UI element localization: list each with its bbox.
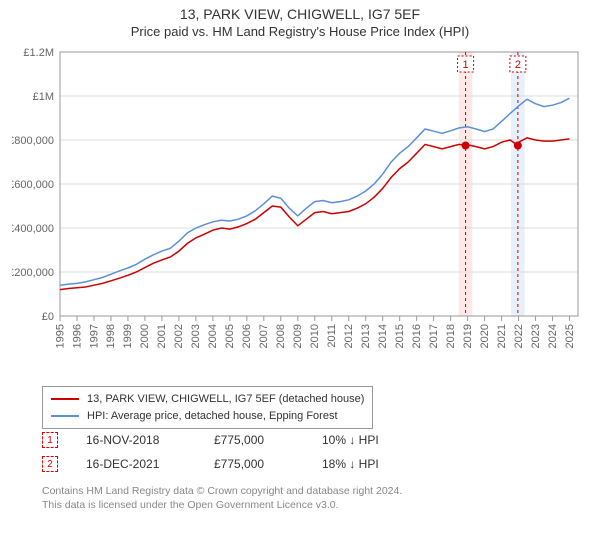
x-tick-label: 2010 bbox=[309, 324, 321, 348]
x-tick-label: 2025 bbox=[564, 324, 576, 348]
legend-row: HPI: Average price, detached house, Eppi… bbox=[51, 408, 364, 425]
tx-marker: 1 bbox=[42, 432, 58, 448]
y-tick-label: £800,000 bbox=[12, 135, 54, 147]
y-tick-label: £400,000 bbox=[12, 223, 54, 235]
x-tick-label: 2004 bbox=[207, 324, 219, 348]
x-tick-label: 2020 bbox=[479, 324, 491, 348]
footer-attribution: Contains HM Land Registry data © Crown c… bbox=[42, 484, 402, 512]
x-tick-label: 1998 bbox=[105, 324, 117, 348]
x-tick-label: 1995 bbox=[54, 324, 66, 348]
x-tick-label: 2018 bbox=[445, 324, 457, 348]
x-tick-label: 2016 bbox=[411, 324, 423, 348]
x-tick-label: 2024 bbox=[547, 324, 559, 348]
tx-label-num: 2 bbox=[515, 59, 521, 71]
x-tick-label: 2021 bbox=[496, 324, 508, 348]
y-tick-label: £1M bbox=[33, 91, 54, 103]
x-tick-label: 2006 bbox=[241, 324, 253, 348]
x-tick-label: 1996 bbox=[71, 324, 83, 348]
x-tick-label: 1999 bbox=[122, 324, 134, 348]
series-hpi bbox=[60, 98, 570, 285]
x-tick-label: 2011 bbox=[326, 324, 338, 348]
footer-line-1: Contains HM Land Registry data © Crown c… bbox=[42, 484, 402, 498]
legend-label: HPI: Average price, detached house, Eppi… bbox=[87, 408, 338, 425]
y-tick-label: £200,000 bbox=[12, 267, 54, 279]
y-tick-label: £600,000 bbox=[12, 179, 54, 191]
legend-swatch bbox=[51, 415, 79, 417]
title-address: 13, PARK VIEW, CHIGWELL, IG7 5EF bbox=[0, 6, 600, 22]
x-tick-label: 2009 bbox=[292, 324, 304, 348]
y-tick-label: £1.2M bbox=[23, 47, 54, 59]
x-tick-label: 1997 bbox=[88, 324, 100, 348]
page-root: 13, PARK VIEW, CHIGWELL, IG7 5EF Price p… bbox=[0, 0, 600, 560]
tx-price: £775,000 bbox=[214, 457, 294, 471]
tx-price: £775,000 bbox=[214, 433, 294, 447]
x-tick-label: 2000 bbox=[139, 324, 151, 348]
tx-label-num: 1 bbox=[463, 59, 469, 71]
y-tick-label: £0 bbox=[42, 311, 54, 323]
footer-line-2: This data is licensed under the Open Gov… bbox=[42, 498, 402, 512]
x-tick-label: 2005 bbox=[224, 324, 236, 348]
x-tick-label: 2013 bbox=[360, 324, 372, 348]
tx-dot bbox=[462, 142, 470, 150]
tx-date: 16-NOV-2018 bbox=[86, 433, 186, 447]
x-tick-label: 2019 bbox=[462, 324, 474, 348]
legend-row: 13, PARK VIEW, CHIGWELL, IG7 5EF (detach… bbox=[51, 391, 364, 408]
tx-dot bbox=[514, 142, 522, 150]
legend-label: 13, PARK VIEW, CHIGWELL, IG7 5EF (detach… bbox=[87, 391, 364, 408]
transaction-table: 1 16-NOV-2018 £775,000 10% ↓ HPI 2 16-DEC-202… bbox=[42, 432, 412, 480]
x-tick-label: 2007 bbox=[258, 324, 270, 348]
x-tick-label: 2002 bbox=[173, 324, 185, 348]
title-subtitle: Price paid vs. HM Land Registry's House … bbox=[0, 24, 600, 39]
x-tick-label: 2015 bbox=[394, 324, 406, 348]
x-tick-label: 2022 bbox=[513, 324, 525, 348]
tx-marker: 2 bbox=[42, 456, 58, 472]
x-tick-label: 2008 bbox=[275, 324, 287, 348]
x-tick-label: 2001 bbox=[156, 324, 168, 348]
x-tick-label: 2012 bbox=[343, 324, 355, 348]
chart-svg: £0 £200,000 £400,000 £600,000 £800,000 £1M £1.… bbox=[12, 46, 588, 376]
legend-swatch bbox=[51, 398, 79, 400]
legend: 13, PARK VIEW, CHIGWELL, IG7 5EF (detach… bbox=[42, 386, 373, 429]
tx-delta: 10% ↓ HPI bbox=[322, 433, 412, 447]
x-tick-label: 2023 bbox=[530, 324, 542, 348]
chart: £0 £200,000 £400,000 £600,000 £800,000 £1M £1.… bbox=[12, 46, 588, 376]
series-property bbox=[60, 138, 570, 290]
tx-date: 16-DEC-2021 bbox=[86, 457, 186, 471]
x-tick-label: 2003 bbox=[190, 324, 202, 348]
tx-row: 1 16-NOV-2018 £775,000 10% ↓ HPI bbox=[42, 432, 412, 448]
title-block: 13, PARK VIEW, CHIGWELL, IG7 5EF Price p… bbox=[0, 0, 600, 39]
x-tick-label: 2014 bbox=[377, 324, 389, 348]
x-tick-label: 2017 bbox=[428, 324, 440, 348]
tx-row: 2 16-DEC-2021 £775,000 18% ↓ HPI bbox=[42, 456, 412, 472]
tx-delta: 18% ↓ HPI bbox=[322, 457, 412, 471]
